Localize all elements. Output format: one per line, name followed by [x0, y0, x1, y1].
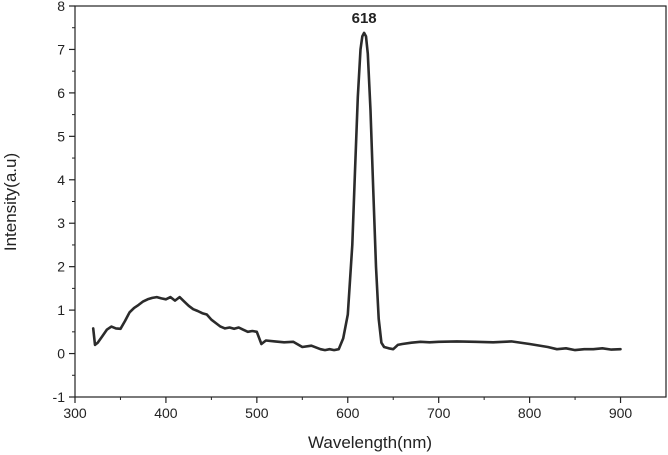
peak-annotation: 618: [352, 10, 377, 27]
y-tick-label: 8: [57, 0, 65, 14]
y-tick-label: 5: [57, 128, 65, 144]
y-tick-label: 3: [57, 215, 65, 231]
x-axis-ticks: 300 400 500 600 700 800 900: [63, 397, 632, 421]
x-tick-label: 500: [245, 405, 269, 421]
y-tick-label: -1: [53, 389, 66, 405]
x-axis-title: Wavelength(nm): [308, 433, 432, 452]
y-tick-label: 6: [57, 85, 65, 101]
plot-frame: [74, 5, 667, 398]
x-tick-label: 800: [518, 405, 542, 421]
y-tick-label: 0: [57, 346, 65, 362]
x-tick-label: 300: [63, 405, 87, 421]
y-tick-label: 7: [57, 41, 65, 57]
y-axis-ticks: -1 0 1 2 3 4 5 6 7 8: [53, 0, 75, 405]
x-tick-label: 400: [154, 405, 178, 421]
y-tick-label: 1: [57, 302, 65, 318]
y-axis-title: Intensity(a.u): [1, 153, 20, 251]
spectrum-line: [91, 31, 622, 352]
y-tick-label: 2: [57, 259, 65, 275]
x-tick-label: 600: [336, 405, 360, 421]
x-tick-label: 700: [427, 405, 451, 421]
y-tick-label: 4: [57, 172, 65, 188]
x-tick-label: 900: [609, 405, 633, 421]
